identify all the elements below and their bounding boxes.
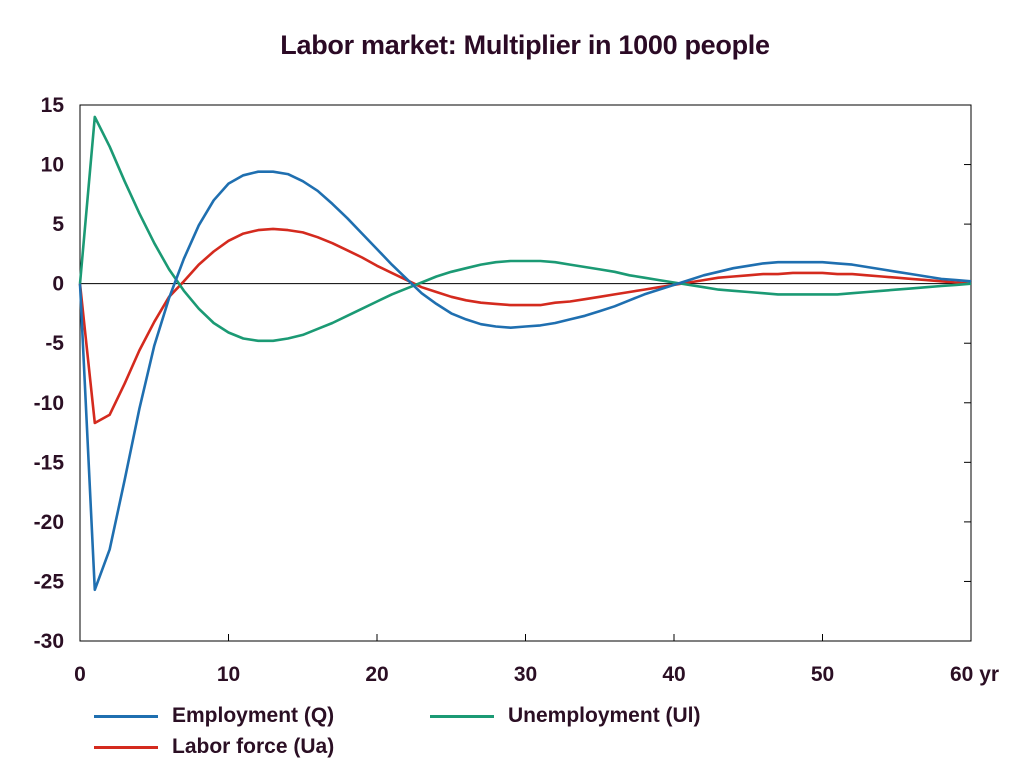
y-tick-label: -10 — [34, 392, 64, 415]
series-layer — [78, 115, 972, 592]
legend-swatch — [94, 745, 158, 749]
plot-frame — [79, 104, 972, 642]
legend-label: Employment (Q) — [172, 704, 335, 727]
x-tick-label: 0 — [74, 663, 86, 686]
legend-label: Labor force (Ua) — [172, 735, 335, 758]
x-tick-label: 50 — [811, 663, 834, 686]
series-line-unemployment-ul — [78, 115, 972, 343]
x-tick-label: 20 — [365, 663, 388, 686]
legend-swatch — [430, 714, 494, 718]
chart-title: Labor market: Multiplier in 1000 people — [280, 30, 770, 60]
y-tick-label: 0 — [52, 273, 64, 296]
y-tick-label: -25 — [34, 570, 65, 593]
x-tick-label: 60 yr — [950, 663, 999, 686]
y-tick-label: 15 — [41, 94, 65, 117]
series-line-employment-q — [78, 170, 972, 592]
legend-label: Unemployment (Ul) — [508, 704, 701, 727]
legend-item: Labor force (Ua) — [94, 734, 334, 760]
y-tick-label: -20 — [34, 511, 64, 534]
x-tick-label: 30 — [514, 663, 537, 686]
legend-item: Unemployment (Ul) — [430, 703, 701, 729]
series-line-labor-force-ua — [78, 227, 972, 425]
y-tick-label: 10 — [41, 154, 64, 177]
legend-item: Employment (Q) — [94, 703, 334, 729]
y-tick-label: 5 — [52, 213, 64, 236]
y-tick-label: -15 — [34, 451, 65, 474]
legend-swatch — [94, 714, 158, 718]
y-tick-label: -5 — [45, 332, 64, 355]
x-tick-label: 40 — [662, 663, 685, 686]
x-tick-label: 10 — [217, 663, 240, 686]
y-tick-label: -30 — [34, 630, 64, 653]
axis-ticks — [228, 164, 971, 641]
